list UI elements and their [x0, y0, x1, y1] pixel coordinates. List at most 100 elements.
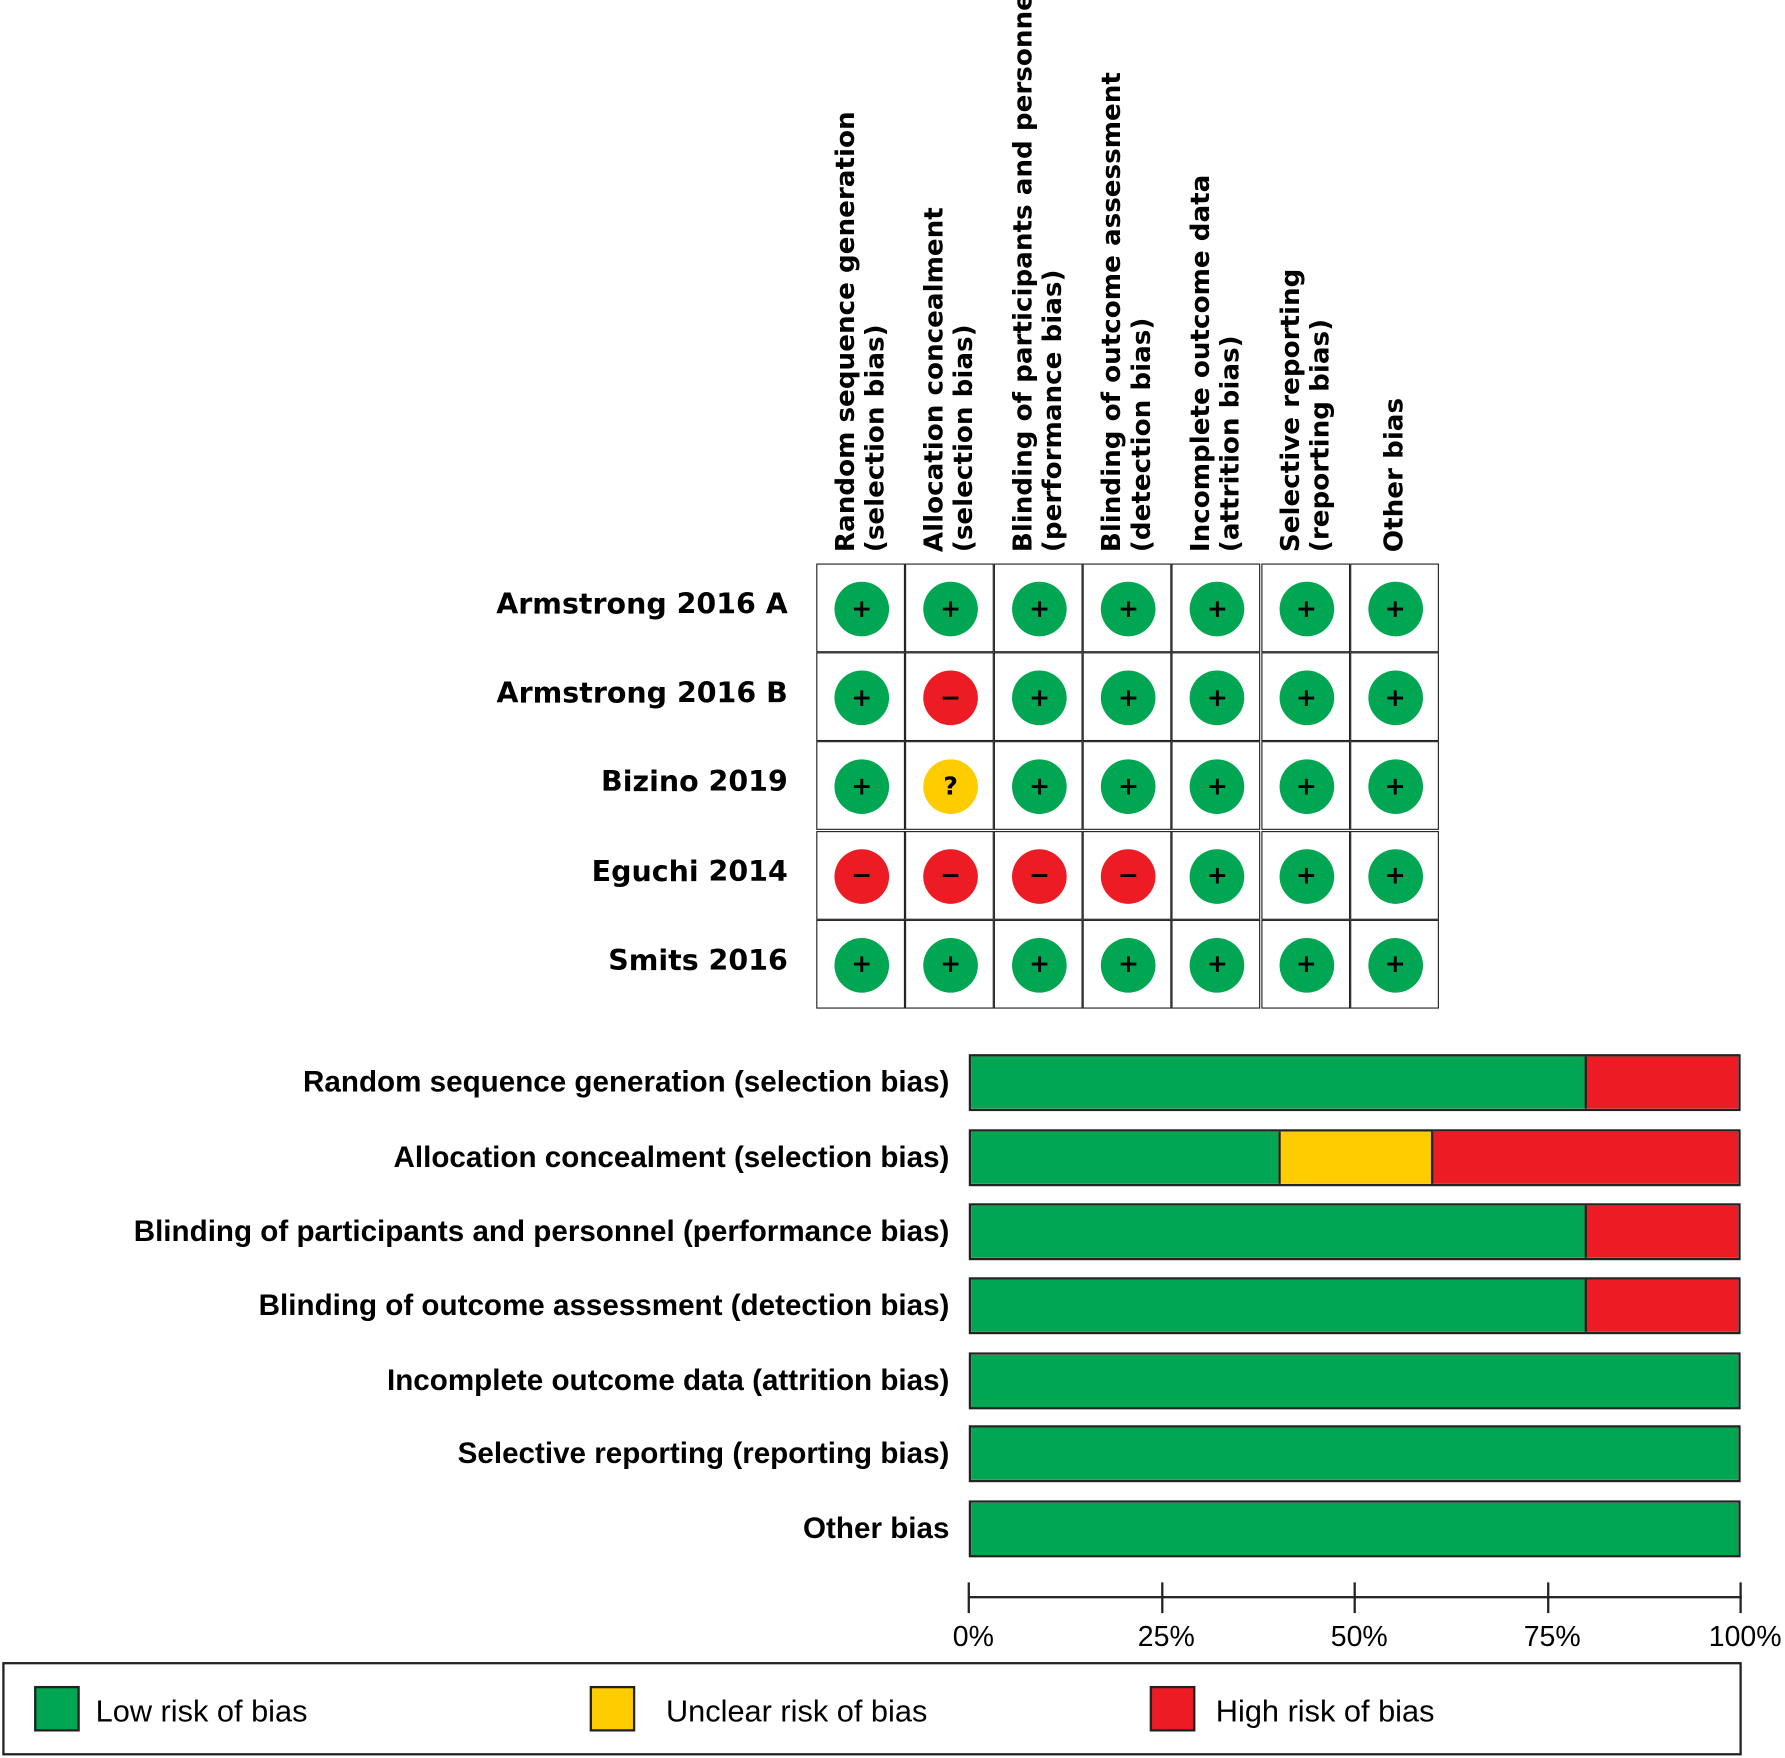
- column-header-line1: Blinding of outcome assessment: [1097, 72, 1128, 553]
- rating-cell: +: [1082, 741, 1172, 831]
- bar-segment-unclear: [1277, 1131, 1432, 1184]
- x-tick-label: 0%: [952, 1621, 994, 1653]
- rating-low-icon: +: [1012, 670, 1067, 726]
- stacked-bar: [968, 1500, 1741, 1558]
- rating-high-icon: −: [923, 670, 978, 726]
- study-label: Armstrong 2016 A: [496, 587, 788, 621]
- bar-segment-high: [1584, 1279, 1739, 1332]
- legend-label: High risk of bias: [1215, 1693, 1435, 1729]
- bar-segment-low: [971, 1131, 1278, 1184]
- study-label: Smits 2016: [608, 943, 788, 977]
- rating-low-icon: +: [1278, 759, 1334, 815]
- rating-low-icon: +: [1190, 670, 1245, 726]
- legend-swatch-low: [34, 1685, 80, 1732]
- rating-low-icon: +: [1101, 581, 1156, 637]
- rating-low-icon: +: [1012, 759, 1067, 815]
- rating-cell: +: [994, 563, 1083, 653]
- rating-high-icon: −: [834, 848, 890, 904]
- rating-low-icon: +: [1367, 937, 1423, 993]
- x-tick-label: 25%: [1137, 1621, 1195, 1653]
- rating-low-icon: +: [923, 937, 978, 993]
- rating-cell: +: [1082, 563, 1172, 653]
- rating-low-icon: +: [834, 937, 890, 993]
- rating-cell: −: [994, 830, 1083, 920]
- rating-low-icon: +: [1367, 848, 1423, 904]
- stacked-bar: [968, 1054, 1741, 1112]
- stacked-bar: [968, 1352, 1741, 1410]
- column-header-line2: (reporting bias): [1305, 318, 1335, 553]
- column-header-line2: (performance bias): [1038, 269, 1069, 553]
- bar-segment-low: [971, 1056, 1585, 1109]
- legend-swatch-unclear: [589, 1685, 636, 1732]
- bar-label: Incomplete outcome data (attrition bias): [386, 1362, 950, 1397]
- rating-low-icon: +: [1367, 759, 1423, 815]
- bar-segment-high: [1584, 1205, 1739, 1258]
- rating-cell: +: [1171, 741, 1261, 831]
- bar-segment-low: [971, 1427, 1739, 1480]
- rating-cell: +: [1260, 652, 1350, 742]
- rating-low-icon: +: [834, 581, 890, 637]
- bar-label: Allocation concealment (selection bias): [393, 1139, 950, 1174]
- rating-low-icon: +: [1278, 670, 1334, 726]
- bar-segment-low: [971, 1502, 1739, 1556]
- x-tick-label: 75%: [1523, 1621, 1581, 1653]
- rating-cell: +: [1349, 830, 1439, 920]
- bar-segment-low: [971, 1354, 1739, 1408]
- rating-high-icon: −: [923, 848, 978, 904]
- rating-cell: +: [816, 652, 906, 742]
- rating-low-icon: +: [1012, 581, 1067, 637]
- legend: Low risk of bias Unclear risk of bias High…: [2, 1662, 1742, 1756]
- rating-cell: +: [1260, 919, 1350, 1009]
- bar-segment-high: [1584, 1056, 1739, 1109]
- rating-cell: +: [1171, 563, 1261, 653]
- rating-cell: +: [1171, 652, 1261, 742]
- column-header: Random sequence generation (selection bia…: [831, 111, 890, 552]
- rating-cell: +: [816, 741, 906, 831]
- rating-low-icon: +: [1190, 848, 1245, 904]
- stacked-bar: [968, 1425, 1741, 1483]
- rating-high-icon: −: [1101, 848, 1156, 904]
- rating-cell: +: [1349, 563, 1439, 653]
- rating-cell: +: [1082, 652, 1172, 742]
- x-tick-label: 100%: [1708, 1621, 1782, 1653]
- rating-cell: +: [905, 563, 994, 653]
- rating-cell: +: [816, 563, 906, 653]
- rating-cell: +: [1260, 741, 1350, 831]
- rating-cell: +: [816, 919, 906, 1009]
- column-header-line1: Blinding of participants and personnel: [1008, 0, 1039, 553]
- bar-label: Other bias: [803, 1510, 950, 1545]
- column-header: Selective reporting (reporting bias): [1276, 269, 1335, 552]
- rating-cell: +: [1349, 652, 1439, 742]
- rating-cell: +: [1171, 919, 1261, 1009]
- rating-low-icon: +: [1190, 759, 1245, 815]
- rating-cell: −: [905, 652, 994, 742]
- x-tick-label: 50%: [1330, 1621, 1388, 1653]
- column-header-line1: Other bias: [1379, 397, 1409, 553]
- rating-low-icon: +: [1101, 759, 1156, 815]
- legend-swatch-high: [1149, 1685, 1196, 1732]
- x-tick: [1546, 1582, 1549, 1614]
- column-header: Allocation concealment (selection bias): [920, 207, 979, 552]
- study-label: Armstrong 2016 B: [496, 676, 788, 710]
- bar-segment-low: [971, 1279, 1585, 1332]
- x-tick: [1160, 1582, 1163, 1614]
- x-tick: [1353, 1582, 1356, 1614]
- bar-label: Selective reporting (reporting bias): [457, 1435, 950, 1470]
- study-label: Bizino 2019: [601, 765, 788, 799]
- bar-label: Blinding of outcome assessment (detectio…: [258, 1287, 950, 1322]
- stacked-bar: [968, 1277, 1741, 1335]
- column-header-line2: (selection bias): [860, 324, 891, 553]
- rating-cell: −: [816, 830, 906, 920]
- study-label: Eguchi 2014: [591, 854, 788, 888]
- stacked-bar: [968, 1129, 1741, 1187]
- column-header-line1: Allocation concealment: [919, 207, 950, 553]
- legend-label: Low risk of bias: [95, 1693, 308, 1729]
- column-header-line2: (detection bias): [1127, 317, 1158, 553]
- bar-label: Random sequence generation (selection bi…: [303, 1064, 950, 1099]
- column-header: Incomplete outcome data (attrition bias): [1187, 175, 1246, 552]
- rating-low-icon: +: [1190, 937, 1245, 993]
- rating-cell: −: [1082, 830, 1172, 920]
- rating-low-icon: +: [1278, 581, 1334, 637]
- rating-high-icon: −: [1012, 848, 1067, 904]
